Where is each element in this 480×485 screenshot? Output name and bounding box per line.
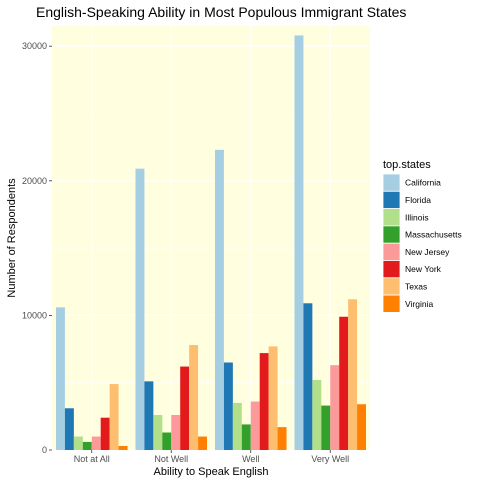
legend-label: Massachusetts bbox=[405, 230, 462, 240]
y-tick-label: 10000 bbox=[22, 310, 47, 320]
bar bbox=[312, 380, 322, 450]
legend-label: Illinois bbox=[405, 212, 429, 222]
chart-title: English-Speaking Ability in Most Populou… bbox=[36, 4, 406, 20]
bar bbox=[339, 316, 349, 450]
bar bbox=[214, 149, 224, 451]
x-tick-label: Not Well bbox=[154, 454, 188, 464]
y-axis-label: Number of Respondents bbox=[6, 178, 18, 298]
bars bbox=[55, 35, 367, 451]
legend-key bbox=[382, 294, 401, 313]
legend-label: New York bbox=[405, 264, 442, 274]
bar bbox=[55, 307, 65, 450]
legend-label: California bbox=[405, 178, 441, 188]
bar bbox=[330, 365, 340, 450]
bar bbox=[162, 432, 172, 450]
legend-title: top.states bbox=[383, 159, 431, 171]
bar bbox=[180, 366, 190, 450]
bar bbox=[189, 345, 199, 450]
bar bbox=[82, 441, 92, 450]
legend-key bbox=[382, 225, 401, 244]
legend-key bbox=[382, 242, 401, 261]
x-axis-label: Ability to Speak English bbox=[154, 466, 269, 478]
bar bbox=[223, 362, 233, 450]
legend-key bbox=[382, 173, 401, 192]
bar bbox=[153, 415, 163, 450]
y-axis: 0 10000 20000 30000 bbox=[22, 41, 52, 455]
bar bbox=[232, 402, 242, 450]
bar bbox=[348, 299, 358, 450]
x-tick-label: Well bbox=[242, 454, 259, 464]
bar bbox=[171, 415, 181, 450]
x-tick-label: Very Well bbox=[311, 454, 349, 464]
bar bbox=[198, 436, 208, 450]
bar bbox=[303, 303, 313, 450]
x-axis: Not at All Not Well Well Very Well bbox=[74, 450, 349, 464]
bar bbox=[144, 381, 154, 450]
y-tick-label: 30000 bbox=[22, 41, 47, 51]
bar bbox=[259, 353, 269, 450]
bar bbox=[64, 408, 74, 450]
legend-key bbox=[382, 277, 401, 296]
bar bbox=[294, 35, 304, 451]
bar bbox=[109, 384, 119, 450]
legend-label: Virginia bbox=[405, 299, 433, 309]
bar bbox=[73, 436, 83, 450]
bar bbox=[118, 445, 128, 450]
bar bbox=[357, 404, 367, 450]
y-tick-label: 0 bbox=[42, 445, 47, 455]
legend: top.states California Florida Illinois Mass… bbox=[382, 159, 462, 313]
legend-key bbox=[382, 190, 401, 210]
bar bbox=[100, 417, 110, 450]
bar bbox=[277, 427, 287, 450]
bar bbox=[241, 424, 251, 450]
bar bbox=[135, 168, 145, 450]
bar bbox=[250, 401, 260, 450]
plot-panel bbox=[52, 26, 370, 450]
x-tick-label: Not at All bbox=[74, 454, 110, 464]
y-tick-label: 20000 bbox=[22, 176, 47, 186]
legend-label: New Jersey bbox=[405, 247, 450, 257]
bar bbox=[321, 405, 331, 450]
legend-label: Florida bbox=[405, 195, 431, 205]
legend-key bbox=[382, 260, 401, 279]
bar bbox=[91, 436, 101, 450]
legend-key bbox=[382, 208, 401, 227]
legend-label: Texas bbox=[405, 281, 427, 291]
bar bbox=[268, 346, 278, 450]
